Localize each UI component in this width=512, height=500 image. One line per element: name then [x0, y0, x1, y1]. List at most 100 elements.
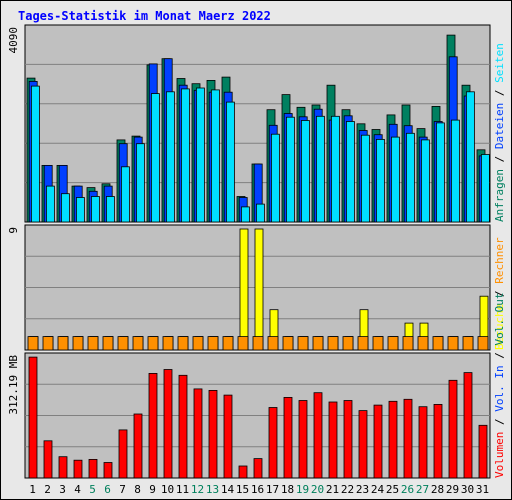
- bar-kbytes-day-31: [478, 424, 488, 479]
- bar-pages-day-31: [480, 154, 490, 223]
- legend-entry-hits: Anfragen: [493, 169, 506, 222]
- bar-sites-day-22: [342, 336, 354, 351]
- bar-pages-day-25: [390, 136, 400, 223]
- bar-kbytes-day-23: [358, 410, 368, 479]
- bar-sites-day-5: [87, 336, 99, 351]
- bar-pages-day-10: [165, 91, 175, 223]
- x-tick-label-day-7: 7: [119, 483, 126, 496]
- legend-separator: /: [493, 83, 506, 103]
- x-tick-label-day-3: 3: [59, 483, 66, 496]
- bar-pages-day-12: [195, 87, 205, 223]
- bar-sites-day-21: [327, 336, 339, 351]
- chart-panel-volume: 312.19 MB: [7, 352, 491, 479]
- bar-sites-day-14: [222, 336, 234, 351]
- bar-kbytes-day-12: [193, 388, 203, 479]
- bar-kbytes-day-9: [148, 372, 158, 479]
- bar-pages-day-17: [270, 133, 280, 223]
- bar-pages-day-14: [225, 101, 235, 223]
- bar-pages-day-30: [465, 91, 475, 223]
- bar-kbytes-day-2: [43, 440, 53, 479]
- x-tick-label-day-25: 25: [386, 483, 399, 496]
- bar-kbytes-day-15: [238, 465, 248, 479]
- y-tick-label: 312.19 MB: [7, 355, 20, 415]
- legend-entry-files: Vol. In: [493, 365, 506, 411]
- bar-sites-day-9: [147, 336, 159, 351]
- x-tick-label-day-20: 20: [311, 483, 324, 496]
- bar-kbytes-day-13: [208, 389, 218, 479]
- bar-sites-day-24: [372, 336, 384, 351]
- bar-pages-day-1: [30, 85, 40, 223]
- bar-kbytes-day-25: [388, 400, 398, 479]
- x-tick-label-day-16: 16: [251, 483, 264, 496]
- bar-sites-day-12: [192, 336, 204, 351]
- legend-separator: /: [493, 346, 506, 366]
- legend-hits-files-pages: Anfragen / Dateien / Seiten: [493, 43, 506, 222]
- bar-kbytes-day-20: [313, 392, 323, 479]
- legend-text: Besuche / Rechner: [493, 237, 506, 350]
- x-tick-label-day-12: 12: [191, 483, 204, 496]
- bar-pages-day-27: [420, 139, 430, 223]
- series-sites: [27, 336, 489, 351]
- x-tick-label-day-17: 17: [266, 483, 279, 496]
- bar-sites-day-23: [357, 336, 369, 351]
- x-tick-label-day-19: 19: [296, 483, 309, 496]
- legend-entry-hits: Vol. Out: [493, 293, 506, 346]
- bar-kbytes-day-19: [298, 400, 308, 479]
- bar-sites-day-13: [207, 336, 219, 351]
- bar-pages-day-29: [450, 119, 460, 223]
- bar-sites-day-28: [432, 336, 444, 351]
- bar-kbytes-day-3: [58, 456, 68, 479]
- x-tick-label-day-21: 21: [326, 483, 339, 496]
- y-tick-label: 9: [7, 227, 20, 234]
- bar-sites-day-3: [57, 336, 69, 351]
- bar-kbytes-day-26: [403, 398, 413, 479]
- x-tick-label-day-9: 9: [149, 483, 156, 496]
- x-tick-label-day-2: 2: [44, 483, 51, 496]
- legend-text: Volumen / Vol. In / Vol. Out: [493, 293, 506, 478]
- bar-kbytes-day-11: [178, 374, 188, 479]
- bar-pages-day-24: [375, 138, 385, 223]
- x-tick-label-day-26: 26: [401, 483, 414, 496]
- legend-separator: /: [493, 149, 506, 169]
- bar-pages-day-13: [210, 89, 220, 223]
- bar-kbytes-day-4: [73, 459, 83, 479]
- legend-entry-files: Dateien: [493, 103, 506, 149]
- bar-kbytes-day-6: [103, 462, 113, 479]
- bar-sites-day-26: [402, 336, 414, 351]
- bar-sites-day-6: [102, 336, 114, 351]
- bar-pages-day-28: [435, 122, 445, 223]
- bar-sites-day-25: [387, 336, 399, 351]
- x-tick-label-day-30: 30: [461, 483, 474, 496]
- bar-pages-day-5: [91, 196, 100, 223]
- legend-separator: /: [493, 284, 506, 304]
- x-tick-label-day-13: 13: [206, 483, 219, 496]
- legend-visits-sites: Besuche / Rechner: [493, 237, 506, 350]
- bar-sites-day-8: [132, 336, 144, 351]
- chart-panel-visits-sites: 9: [7, 224, 491, 351]
- legend-entry-kbytes: Volumen: [493, 432, 506, 478]
- x-tick-label-day-29: 29: [446, 483, 459, 496]
- bar-sites-day-30: [462, 336, 474, 351]
- bar-pages-day-23: [360, 134, 370, 223]
- chart-panel-hits-files-pages: 4090: [7, 24, 491, 223]
- y-tick-label: 4090: [7, 27, 20, 54]
- bar-pages-day-7: [121, 166, 130, 223]
- bar-sites-day-7: [117, 336, 129, 351]
- bar-sites-day-4: [72, 336, 84, 351]
- x-tick-label-day-11: 11: [176, 483, 189, 496]
- bar-kbytes-day-29: [448, 379, 458, 479]
- x-tick-label-day-18: 18: [281, 483, 294, 496]
- bar-pages-day-18: [285, 116, 295, 223]
- bar-pages-day-26: [405, 132, 415, 223]
- bar-sites-day-19: [297, 336, 309, 351]
- x-tick-label-day-28: 28: [431, 483, 444, 496]
- bar-sites-day-27: [417, 336, 429, 351]
- bar-sites-day-11: [177, 336, 189, 351]
- bar-sites-day-31: [477, 336, 489, 351]
- bar-kbytes-day-30: [463, 372, 473, 479]
- bar-kbytes-day-16: [253, 458, 263, 479]
- x-tick-label-day-6: 6: [104, 483, 111, 496]
- bar-kbytes-day-27: [418, 406, 428, 479]
- legend-text: Anfragen / Dateien / Seiten: [493, 43, 506, 222]
- bar-pages-day-2: [46, 185, 55, 223]
